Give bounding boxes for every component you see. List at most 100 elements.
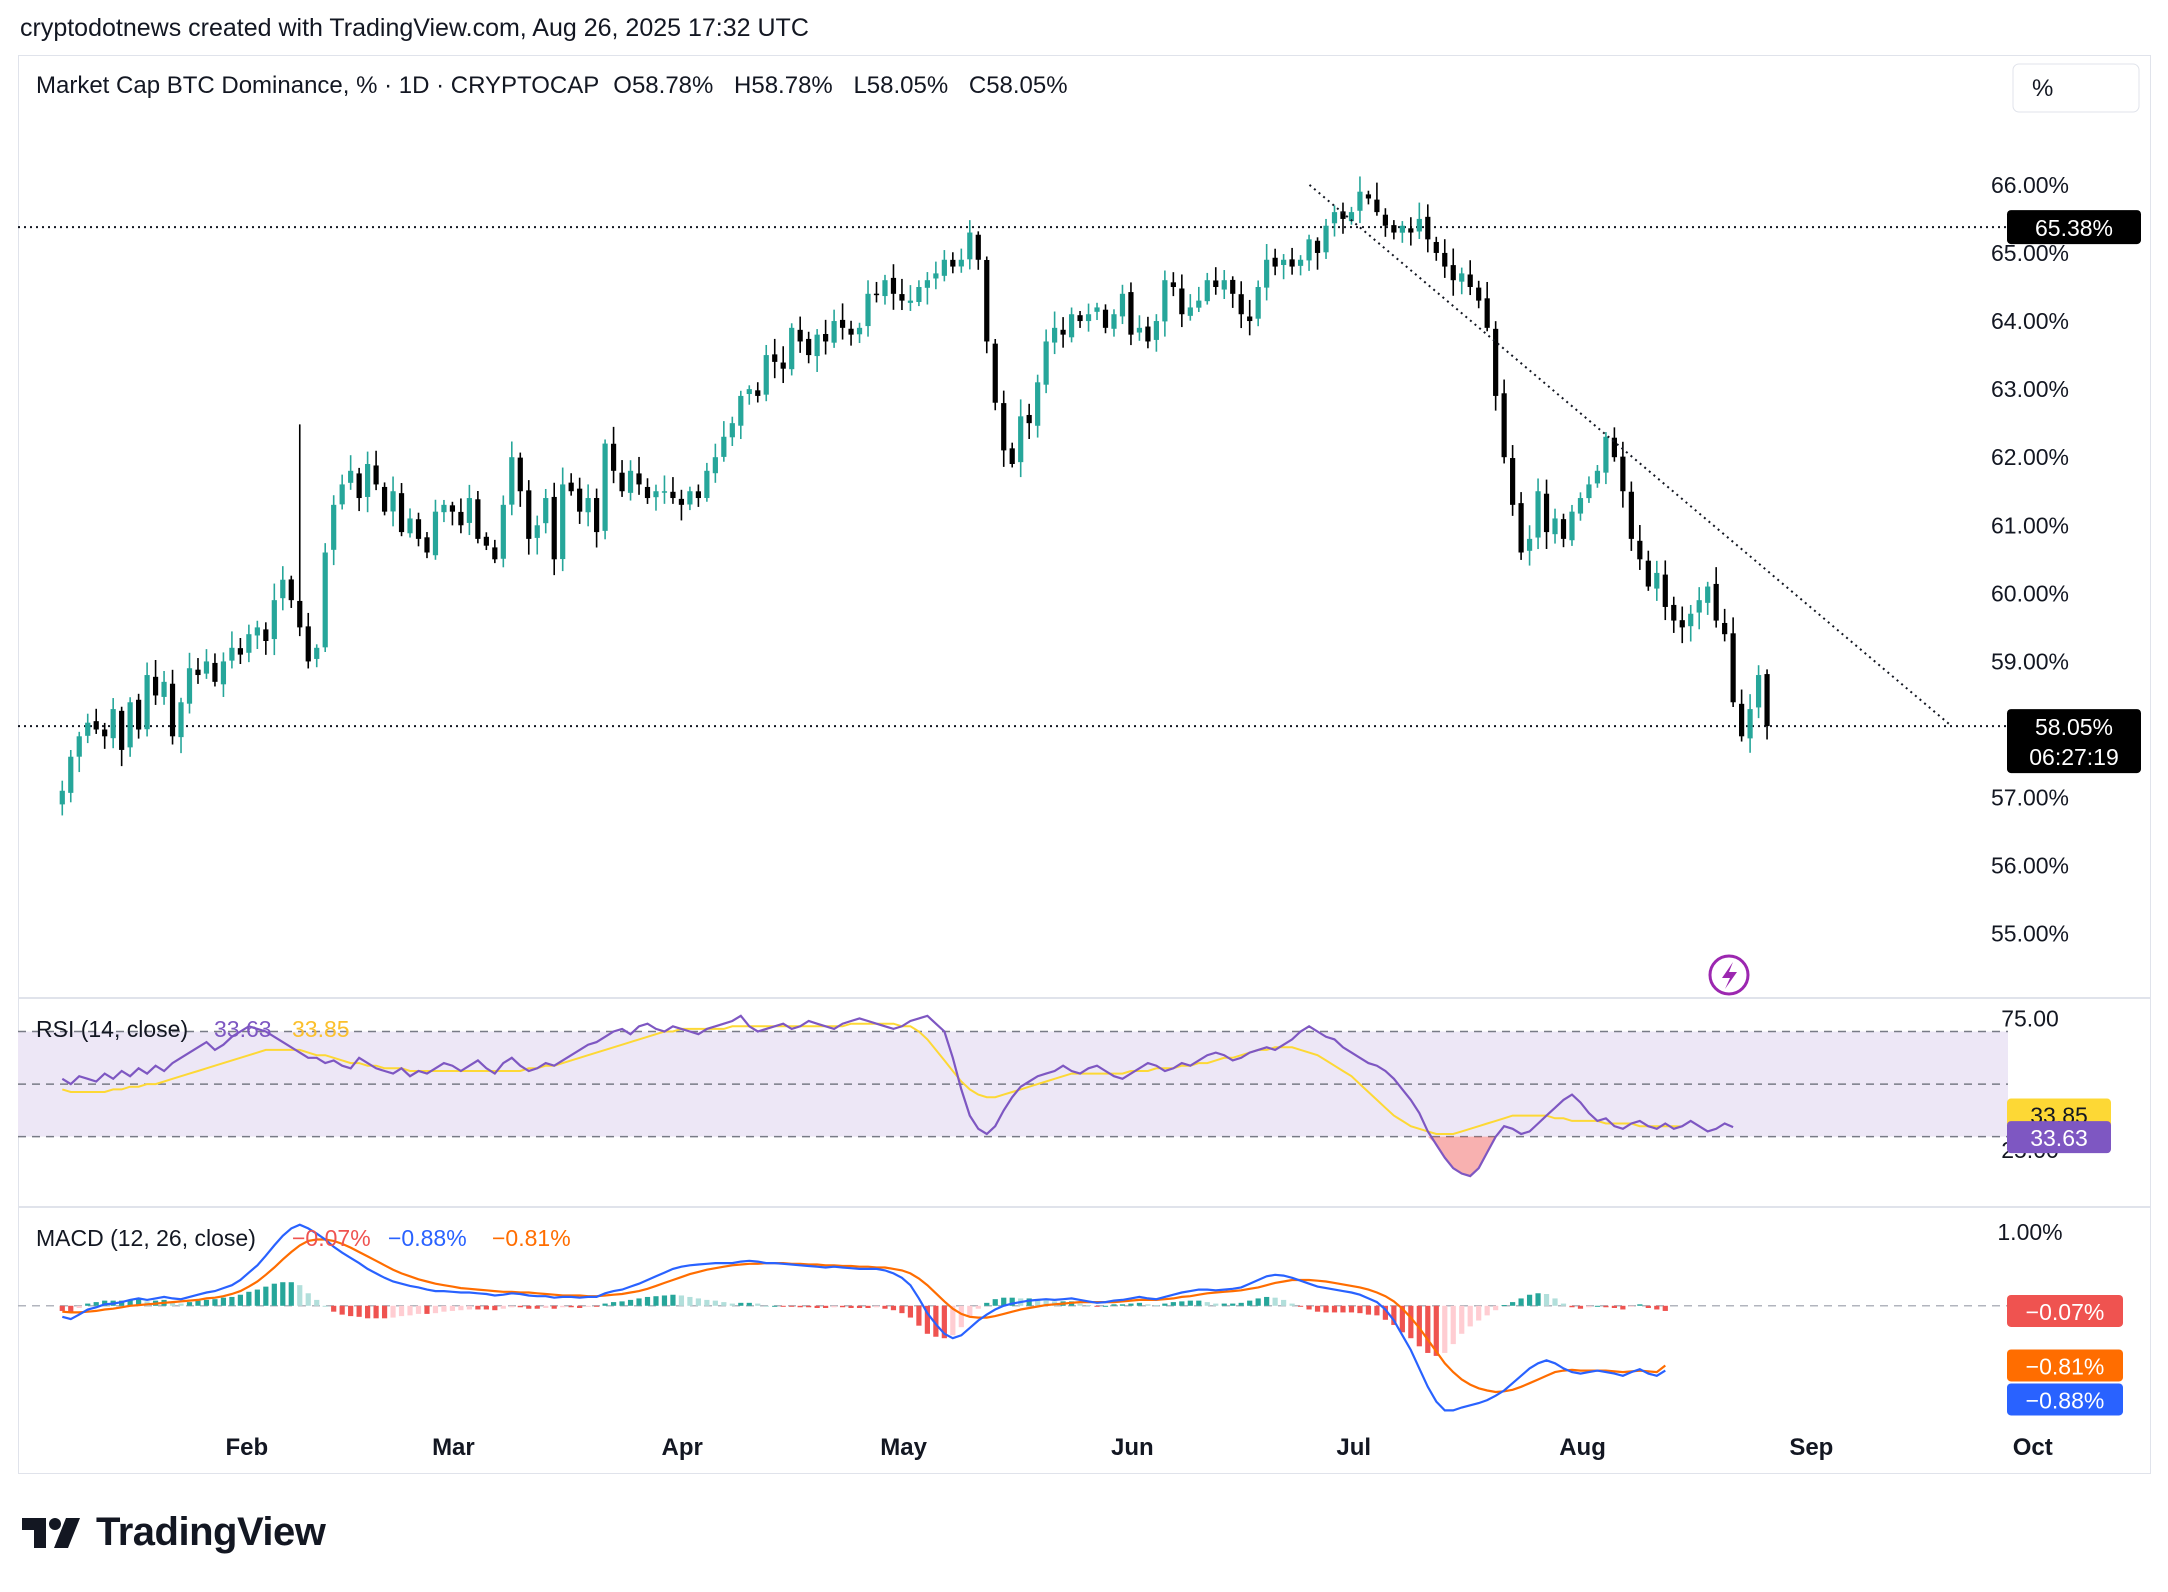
candle	[1569, 504, 1575, 546]
macd-histogram-bar	[1620, 1305, 1626, 1310]
candle	[1204, 272, 1210, 305]
candle-body	[1628, 491, 1634, 539]
candle-body	[1510, 458, 1516, 505]
flash-icon-ring[interactable]	[1708, 954, 1750, 996]
candle	[1671, 596, 1677, 633]
macd-histogram-bar	[1535, 1293, 1541, 1306]
candle-body	[755, 390, 761, 396]
candle-body	[602, 443, 608, 531]
candle-body	[424, 537, 430, 553]
tradingview-logo-icon	[22, 1517, 80, 1548]
candle	[610, 426, 617, 484]
candle-body	[127, 702, 133, 748]
candle-body	[916, 287, 922, 302]
macd-histogram-bar	[1297, 1305, 1304, 1307]
candle	[526, 480, 532, 555]
macd-histogram-bar	[271, 1283, 277, 1306]
candle	[1628, 481, 1634, 551]
scale-button-box[interactable]	[2012, 63, 2140, 113]
candle	[1603, 432, 1609, 485]
macd-value: −0.88%	[388, 1225, 467, 1251]
candle	[704, 462, 710, 502]
candle-body	[924, 280, 930, 288]
trendline-layer[interactable]	[1308, 184, 1953, 727]
candle-body	[1747, 709, 1753, 739]
candle-body	[339, 484, 345, 505]
candle	[1238, 281, 1244, 329]
candle-body	[1145, 326, 1151, 342]
macd-histogram-bar	[856, 1305, 863, 1308]
macd-histogram-bar	[458, 1305, 464, 1311]
candle-body	[93, 721, 99, 730]
macd-histogram-bar	[1009, 1297, 1015, 1306]
brand-name: TradingView	[96, 1510, 326, 1554]
candle	[992, 339, 998, 411]
candle	[1281, 254, 1287, 280]
candle-body	[873, 293, 880, 296]
candle-body	[610, 443, 617, 471]
candle-body	[1671, 604, 1677, 621]
macd-histogram-bar	[1331, 1305, 1338, 1313]
flash-icon[interactable]	[1708, 954, 1750, 996]
macd-histogram-bar	[127, 1299, 133, 1306]
candle-body	[882, 280, 888, 297]
macd-histogram-bar	[186, 1302, 193, 1306]
flash-icon-bolt[interactable]	[1722, 962, 1737, 989]
macd-histogram-bar	[1433, 1305, 1439, 1356]
price-tick-label: 65.00%	[1991, 240, 2069, 266]
scale-button[interactable]: %	[2012, 63, 2140, 113]
macd-histogram-bar	[1552, 1298, 1558, 1306]
candle-body	[594, 498, 600, 533]
candle-body	[661, 491, 668, 493]
candle-body	[322, 552, 328, 648]
macd-histogram-bar	[1111, 1304, 1117, 1306]
macd-histogram-bar	[1348, 1305, 1355, 1313]
candle	[627, 460, 634, 501]
candle	[1450, 248, 1456, 296]
candle	[780, 346, 786, 384]
macd-histogram-bar	[1467, 1305, 1473, 1327]
candle	[984, 256, 990, 354]
candle-body	[1518, 503, 1524, 553]
candle-body	[975, 234, 981, 260]
scale-button-label[interactable]: %	[2032, 75, 2053, 102]
candle	[687, 486, 693, 511]
candle	[619, 460, 625, 497]
candle-body	[1476, 287, 1482, 301]
macd-histogram-bar	[1560, 1303, 1567, 1306]
macd-histogram-bar	[1484, 1305, 1490, 1316]
candle-body	[670, 491, 676, 499]
candle	[806, 331, 812, 364]
price-tick-label: 64.00%	[1991, 308, 2069, 334]
candle-body	[1052, 327, 1058, 343]
candle	[1645, 550, 1651, 591]
candle	[1060, 317, 1066, 348]
candle-body	[1314, 240, 1321, 253]
rsi-ma-line	[62, 1022, 1683, 1135]
candle-body	[1679, 620, 1685, 628]
macd-last-label: −0.07%	[2026, 1299, 2105, 1325]
candle	[873, 281, 880, 303]
macd-histogram-bar	[1628, 1305, 1634, 1307]
candle-body	[1111, 314, 1117, 329]
macd-histogram-bar	[229, 1296, 235, 1306]
candle-body	[1365, 194, 1372, 199]
candle	[772, 338, 778, 379]
price-axis[interactable]: 66.00% 65.00% 64.00% 63.00% 62.00% 61.00% 60.0…	[1991, 172, 2069, 947]
macd-histogram-bar	[390, 1305, 396, 1318]
tradingview-logo[interactable]: TradingView	[22, 1510, 326, 1555]
macd-histogram-bar	[424, 1305, 430, 1314]
rsi-last-label-box	[2007, 1121, 2111, 1154]
candle	[1560, 513, 1567, 548]
candle	[288, 575, 294, 608]
candle	[712, 443, 718, 483]
candle	[212, 653, 218, 687]
macd-histogram-bar	[59, 1305, 65, 1311]
candle-body	[280, 579, 286, 599]
candle-body	[1306, 239, 1312, 261]
macd-histogram-bar	[865, 1305, 871, 1308]
candle	[85, 713, 91, 744]
time-axis[interactable]: Feb Mar Apr May Jun Jul Aug Sep Oct	[225, 1434, 2052, 1461]
candle-body	[627, 470, 634, 493]
